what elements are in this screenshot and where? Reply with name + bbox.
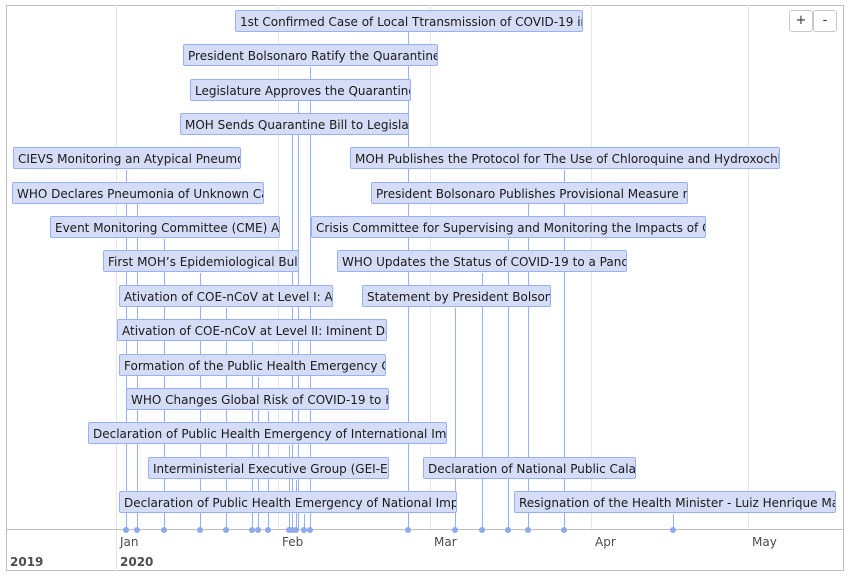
zoom-in-button[interactable]: + — [789, 10, 813, 32]
timeline-event[interactable]: Interministerial Executive Group (GEI-ES… — [148, 457, 389, 479]
month-label: Mar — [434, 535, 457, 549]
timeline-event[interactable]: WHO Declares Pneumonia of Unknown Cause — [12, 182, 264, 204]
event-dot[interactable] — [525, 527, 531, 533]
event-dot[interactable] — [307, 527, 313, 533]
year-label: 2019 — [10, 555, 44, 569]
timeline-event[interactable]: Crisis Committee for Supervising and Mon… — [311, 216, 706, 238]
timeline-event[interactable]: Declaration of National Public Calamity — [423, 457, 636, 479]
month-label: Feb — [282, 535, 304, 549]
timeline-event[interactable]: CIEVS Monitoring an Atypical Pneumonia — [13, 147, 241, 169]
timeline-event[interactable]: First MOH’s Epidemiological Bulletin — [103, 250, 299, 272]
timeline-event[interactable]: MOH Sends Quarantine Bill to Legislature — [180, 113, 409, 135]
event-dot[interactable] — [255, 527, 261, 533]
event-stem — [258, 377, 259, 530]
timeline-event[interactable]: MOH Publishes the Protocol for The Use o… — [350, 147, 780, 169]
timeline-event[interactable]: 1st Confirmed Case of Local Ttransmissio… — [235, 10, 583, 32]
year-gridline — [116, 5, 117, 571]
event-dot[interactable] — [197, 527, 203, 533]
event-stem — [455, 308, 456, 530]
timeline-event[interactable]: Ativation of COE-nCoV at Level I: Alert — [119, 285, 333, 307]
event-dot[interactable] — [289, 527, 295, 533]
event-dot[interactable] — [561, 527, 567, 533]
timeline-event[interactable]: President Bolsonaro Publishes Provisiona… — [371, 182, 688, 204]
timeline-event[interactable]: Formation of the Public Health Emergency… — [119, 354, 386, 376]
month-gridline — [748, 5, 749, 529]
event-stem — [482, 273, 483, 530]
event-dot[interactable] — [505, 527, 511, 533]
event-dot[interactable] — [134, 527, 140, 533]
event-dot[interactable] — [405, 527, 411, 533]
timeline-event[interactable]: President Bolsonaro Ratify the Quarantin… — [183, 44, 438, 66]
event-stem — [289, 445, 290, 530]
event-dot[interactable] — [249, 527, 255, 533]
event-dot[interactable] — [161, 527, 167, 533]
event-dot[interactable] — [670, 527, 676, 533]
event-stem — [164, 239, 165, 530]
event-stem — [673, 514, 674, 530]
event-dot[interactable] — [301, 527, 307, 533]
timeline-event[interactable]: WHO Changes Global Risk of COVID-19 to H… — [126, 388, 389, 410]
time-axis — [6, 529, 844, 530]
month-label: Apr — [595, 535, 616, 549]
event-stem — [564, 170, 565, 530]
event-stem — [408, 32, 409, 530]
event-stem — [298, 101, 299, 530]
timeline-event[interactable]: Statement by President Bolsonaro — [362, 285, 551, 307]
event-stem — [304, 514, 305, 530]
event-stem — [126, 170, 127, 530]
timeline-event[interactable]: Declaration of Public Health Emergency o… — [88, 422, 447, 444]
event-dot[interactable] — [479, 527, 485, 533]
timeline-event[interactable]: Resignation of the Health Minister - Lui… — [514, 491, 836, 513]
month-label: May — [752, 535, 777, 549]
month-label: Jan — [120, 535, 139, 549]
event-dot[interactable] — [123, 527, 129, 533]
event-stem — [226, 308, 227, 530]
timeline-event[interactable]: Legislature Approves the Quarantine Bill — [190, 79, 411, 101]
event-dot[interactable] — [265, 527, 271, 533]
timeline-event[interactable]: Event Monitoring Committee (CME) Alert I — [50, 216, 280, 238]
timeline-event[interactable]: WHO Updates the Status of COVID-19 to a … — [337, 250, 627, 272]
event-stem — [528, 204, 529, 530]
zoom-out-button[interactable]: - — [813, 10, 837, 32]
event-dot[interactable] — [223, 527, 229, 533]
timeline-event[interactable]: Declaration of Public Health Emergency o… — [119, 491, 457, 513]
event-stem — [508, 239, 509, 530]
timeline-event[interactable]: Ativation of COE-nCoV at Level II: Imine… — [117, 319, 387, 341]
event-dot[interactable] — [452, 527, 458, 533]
event-dot[interactable] — [293, 527, 299, 533]
year-label: 2020 — [120, 555, 154, 569]
